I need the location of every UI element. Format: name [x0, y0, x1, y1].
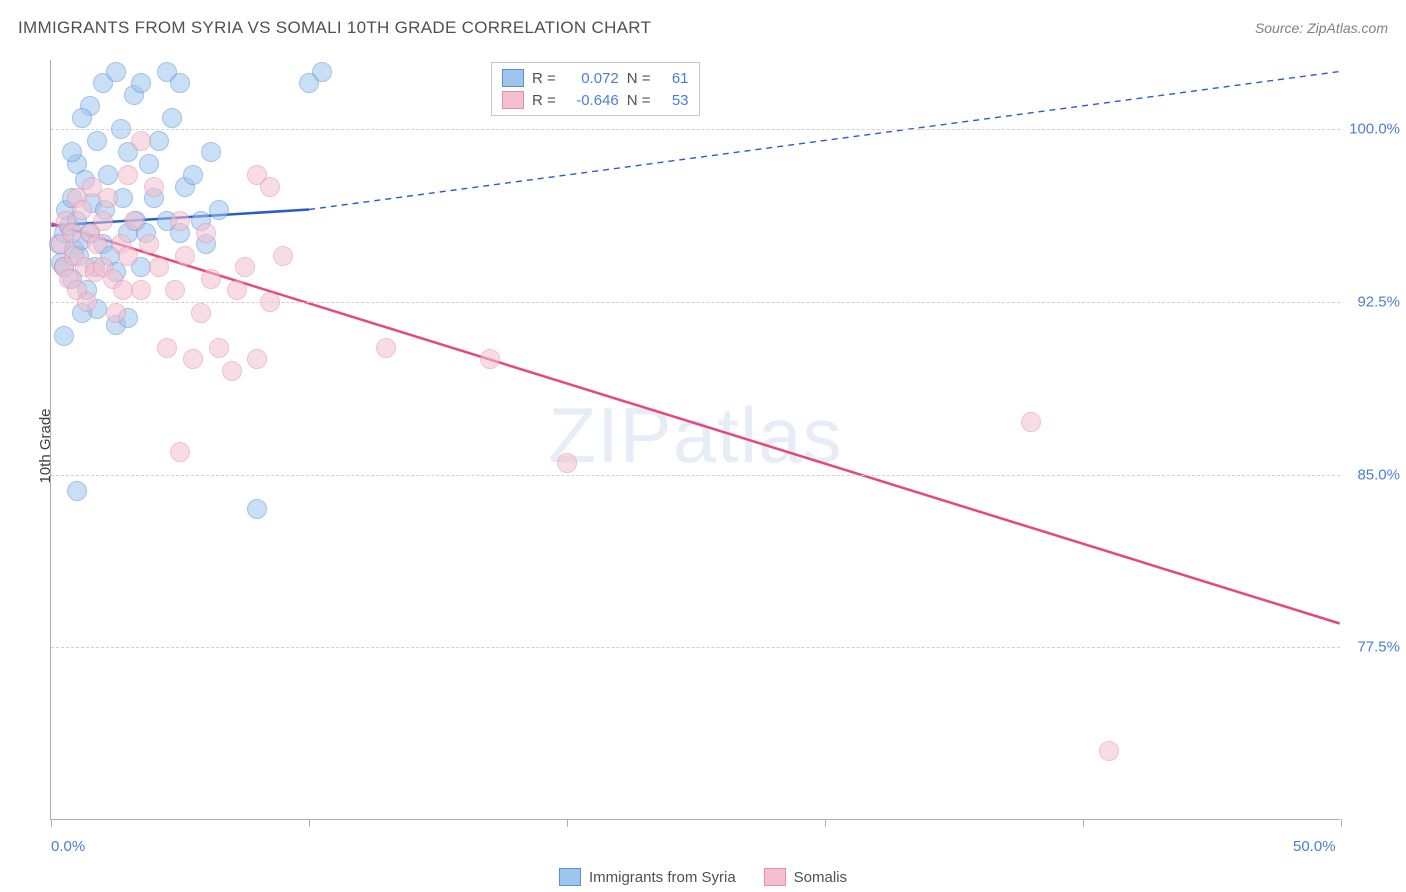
- y-gridline: [51, 475, 1340, 476]
- stats-legend-box: R = 0.072 N = 61 R = -0.646 N = 53: [491, 62, 700, 116]
- data-point: [480, 349, 500, 369]
- data-point: [118, 246, 138, 266]
- x-tick: [567, 819, 568, 827]
- data-point: [196, 223, 216, 243]
- data-point: [209, 338, 229, 358]
- data-point: [227, 280, 247, 300]
- data-point: [1099, 741, 1119, 761]
- data-point: [273, 246, 293, 266]
- data-point: [235, 257, 255, 277]
- source-attribution: Source: ZipAtlas.com: [1255, 20, 1388, 36]
- data-point: [1021, 412, 1041, 432]
- data-point: [170, 73, 190, 93]
- legend-bottom: Immigrants from Syria Somalis: [559, 868, 847, 886]
- data-point: [113, 280, 133, 300]
- y-gridline: [51, 129, 1340, 130]
- data-point: [162, 108, 182, 128]
- legend-swatch: [764, 868, 786, 886]
- stat-n-label: N =: [627, 92, 651, 109]
- data-point: [183, 165, 203, 185]
- data-point: [106, 62, 126, 82]
- data-point: [201, 269, 221, 289]
- x-axis-label: 0.0%: [51, 838, 85, 855]
- data-point: [124, 211, 144, 231]
- stats-row: R = -0.646 N = 53: [502, 89, 689, 111]
- data-point: [149, 257, 169, 277]
- trend-lines-layer: [51, 60, 1340, 819]
- stat-r-value: -0.646: [564, 92, 619, 109]
- x-tick: [825, 819, 826, 827]
- y-tick-label: 85.0%: [1357, 466, 1400, 483]
- x-tick: [1341, 819, 1342, 827]
- data-point: [93, 211, 113, 231]
- x-axis-label: 50.0%: [1293, 838, 1336, 855]
- y-tick-label: 100.0%: [1349, 121, 1400, 138]
- legend-item: Immigrants from Syria: [559, 868, 736, 886]
- data-point: [299, 73, 319, 93]
- data-point: [247, 499, 267, 519]
- stat-r-label: R =: [532, 92, 556, 109]
- data-point: [557, 453, 577, 473]
- stat-n-value: 53: [659, 92, 689, 109]
- x-tick: [309, 819, 310, 827]
- stats-row: R = 0.072 N = 61: [502, 67, 689, 89]
- data-point: [131, 73, 151, 93]
- y-gridline: [51, 302, 1340, 303]
- y-gridline: [51, 647, 1340, 648]
- data-point: [139, 154, 159, 174]
- data-point: [376, 338, 396, 358]
- stat-n-label: N =: [627, 70, 651, 87]
- legend-swatch: [559, 868, 581, 886]
- stat-r-value: 0.072: [564, 70, 619, 87]
- data-point: [183, 349, 203, 369]
- chart-header: IMMIGRANTS FROM SYRIA VS SOMALI 10TH GRA…: [18, 18, 1388, 38]
- chart-title: IMMIGRANTS FROM SYRIA VS SOMALI 10TH GRA…: [18, 18, 651, 38]
- data-point: [260, 292, 280, 312]
- stat-n-value: 61: [659, 70, 689, 87]
- data-point: [149, 131, 169, 151]
- data-point: [118, 165, 138, 185]
- data-point: [144, 177, 164, 197]
- data-point: [222, 361, 242, 381]
- data-point: [72, 108, 92, 128]
- data-point: [260, 177, 280, 197]
- stat-r-label: R =: [532, 70, 556, 87]
- y-tick-label: 77.5%: [1357, 639, 1400, 656]
- data-point: [157, 338, 177, 358]
- legend-label: Immigrants from Syria: [589, 869, 736, 886]
- data-point: [170, 442, 190, 462]
- data-point: [72, 200, 92, 220]
- data-point: [54, 326, 74, 346]
- data-point: [67, 481, 87, 501]
- y-tick-label: 92.5%: [1357, 293, 1400, 310]
- data-point: [201, 142, 221, 162]
- legend-label: Somalis: [794, 869, 847, 886]
- trend-line-extrapolated: [309, 72, 1340, 210]
- data-point: [62, 223, 82, 243]
- data-point: [165, 280, 185, 300]
- legend-item: Somalis: [764, 868, 847, 886]
- x-tick: [1083, 819, 1084, 827]
- data-point: [139, 234, 159, 254]
- x-tick: [51, 819, 52, 827]
- plot-area: ZIPatlas R =0.072N =61R =-0.646N =53 77.…: [50, 60, 1340, 820]
- data-point: [87, 131, 107, 151]
- data-point: [111, 119, 131, 139]
- series-swatch: [502, 69, 524, 87]
- data-point: [209, 200, 229, 220]
- data-point: [77, 292, 97, 312]
- data-point: [62, 142, 82, 162]
- data-point: [191, 303, 211, 323]
- data-point: [131, 131, 151, 151]
- data-point: [170, 211, 190, 231]
- data-point: [175, 246, 195, 266]
- data-point: [87, 234, 107, 254]
- data-point: [247, 349, 267, 369]
- data-point: [98, 188, 118, 208]
- series-swatch: [502, 91, 524, 109]
- data-point: [106, 303, 126, 323]
- data-point: [131, 280, 151, 300]
